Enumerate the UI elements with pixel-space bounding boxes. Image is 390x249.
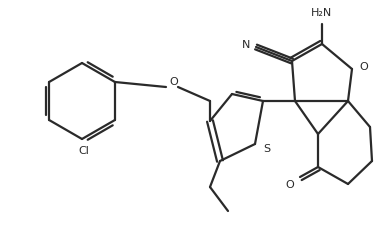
Text: O: O [285,180,294,190]
Text: O: O [360,62,369,72]
Text: Cl: Cl [78,146,89,156]
Text: N: N [242,40,250,50]
Text: H₂N: H₂N [311,8,333,18]
Text: O: O [170,77,178,87]
Text: S: S [263,144,271,154]
